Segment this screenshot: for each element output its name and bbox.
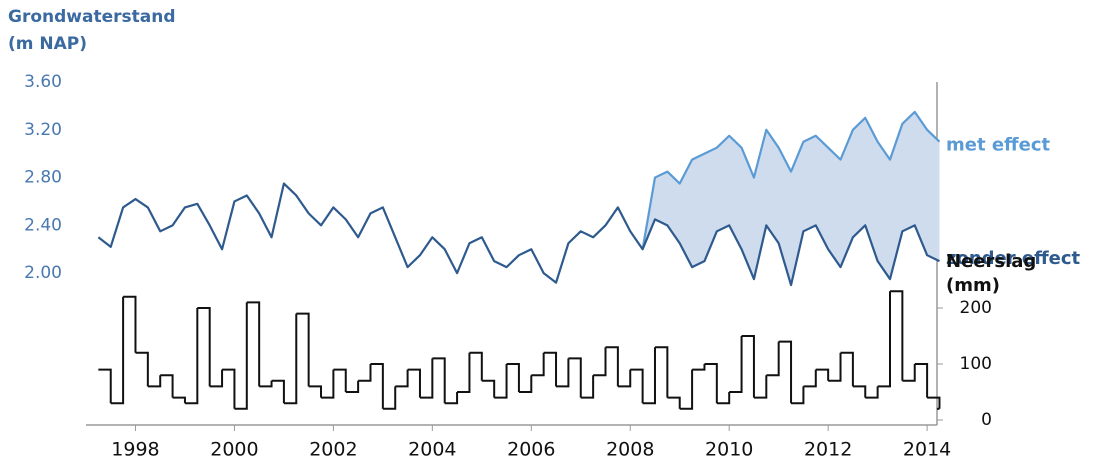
precip-step	[135, 351, 149, 387]
precip-step	[308, 385, 323, 398]
precip-step	[209, 369, 224, 388]
series-line	[641, 110, 941, 250]
precip-step	[543, 351, 558, 387]
y2-tick-label: 200	[960, 298, 992, 318]
precip-step	[791, 386, 805, 405]
y2-axis-title: (mm)	[946, 275, 1000, 296]
precip-step	[147, 375, 162, 388]
precip-step	[494, 364, 508, 399]
precip-step	[568, 357, 582, 398]
x-tick-label: 2010	[705, 439, 753, 461]
precip-step	[283, 313, 298, 405]
effect-band	[642, 111, 940, 286]
precip-step	[605, 346, 619, 387]
precip-step	[184, 308, 199, 405]
precip-step	[518, 375, 533, 393]
precip-step	[704, 363, 718, 404]
precip-step	[234, 302, 248, 410]
precip-step	[580, 375, 595, 399]
precip-step	[259, 380, 273, 388]
y2-tick-label: 100	[960, 354, 992, 374]
precip-step	[914, 363, 929, 398]
series-label: zonder effect	[946, 248, 1081, 269]
precip-step	[345, 380, 360, 393]
x-tick-label: 2006	[507, 439, 555, 461]
precip-step	[110, 296, 125, 405]
precip-step	[123, 295, 137, 353]
precip-step	[531, 352, 545, 377]
series-line	[97, 182, 940, 287]
y-tick-label: 2.80	[24, 168, 62, 188]
precip-step	[828, 352, 842, 382]
x-tick-label: 2002	[309, 439, 357, 461]
x-tick-label: 1998	[111, 439, 159, 461]
y-tick-label: 3.20	[24, 120, 62, 140]
y-tick-label: 3.60	[24, 72, 62, 92]
precip-step	[741, 335, 755, 398]
precip-step	[729, 336, 743, 393]
precip-step	[803, 369, 817, 388]
y2-tick-label: 0	[981, 410, 992, 430]
precip-step	[556, 358, 570, 388]
precip-step	[172, 396, 186, 404]
precip-step	[444, 392, 459, 405]
precip-step	[358, 364, 372, 382]
precip-step	[630, 368, 644, 404]
precip-step	[889, 290, 904, 381]
precip-step	[321, 369, 335, 399]
x-tick-label: 2012	[804, 439, 852, 461]
precip-step	[617, 369, 632, 388]
precip-step	[716, 392, 731, 405]
x-tick-label: 2004	[408, 439, 456, 461]
precip-step	[333, 368, 347, 392]
series-label: met effect	[946, 135, 1051, 156]
precip-step	[222, 368, 236, 409]
precip-step	[927, 396, 941, 409]
y-tick-label: 2.00	[24, 263, 62, 283]
precip-step	[246, 301, 261, 387]
precip-step	[642, 347, 656, 405]
precip-step	[778, 340, 793, 404]
precip-step	[815, 368, 830, 381]
y-axis-title: Grondwaterstand	[8, 7, 176, 27]
precip-step	[840, 351, 854, 387]
precip-step	[98, 368, 112, 404]
y2-axis-title: Neerslag	[946, 251, 1036, 272]
x-tick-label: 2000	[210, 439, 258, 461]
precip-step	[481, 379, 496, 398]
precip-step	[865, 386, 879, 399]
precip-step	[432, 357, 446, 404]
precip-step	[593, 347, 607, 377]
precip-step	[766, 341, 780, 377]
precip-step	[271, 379, 285, 404]
precip-step	[419, 358, 434, 399]
y-tick-label: 2.40	[24, 215, 62, 235]
precip-step	[160, 374, 174, 398]
precip-step	[679, 369, 694, 410]
precip-step	[407, 368, 421, 398]
precip-step	[370, 363, 384, 409]
precip-step	[692, 364, 706, 371]
precip-step	[852, 385, 867, 398]
precip-step	[457, 352, 471, 393]
precip-step	[395, 369, 409, 388]
precip-step	[877, 291, 891, 388]
precip-step	[753, 375, 768, 399]
precip-step	[197, 307, 211, 387]
precip-step	[382, 386, 397, 410]
precip-step	[667, 396, 681, 409]
precip-step	[506, 363, 520, 392]
precip-step	[469, 351, 483, 381]
precip-step	[654, 346, 669, 398]
x-tick-label: 2008	[606, 439, 654, 461]
y-axis-title: (m NAP)	[8, 34, 87, 54]
x-tick-label: 2014	[903, 439, 951, 461]
precip-step	[296, 312, 310, 387]
precip-step	[902, 364, 916, 382]
